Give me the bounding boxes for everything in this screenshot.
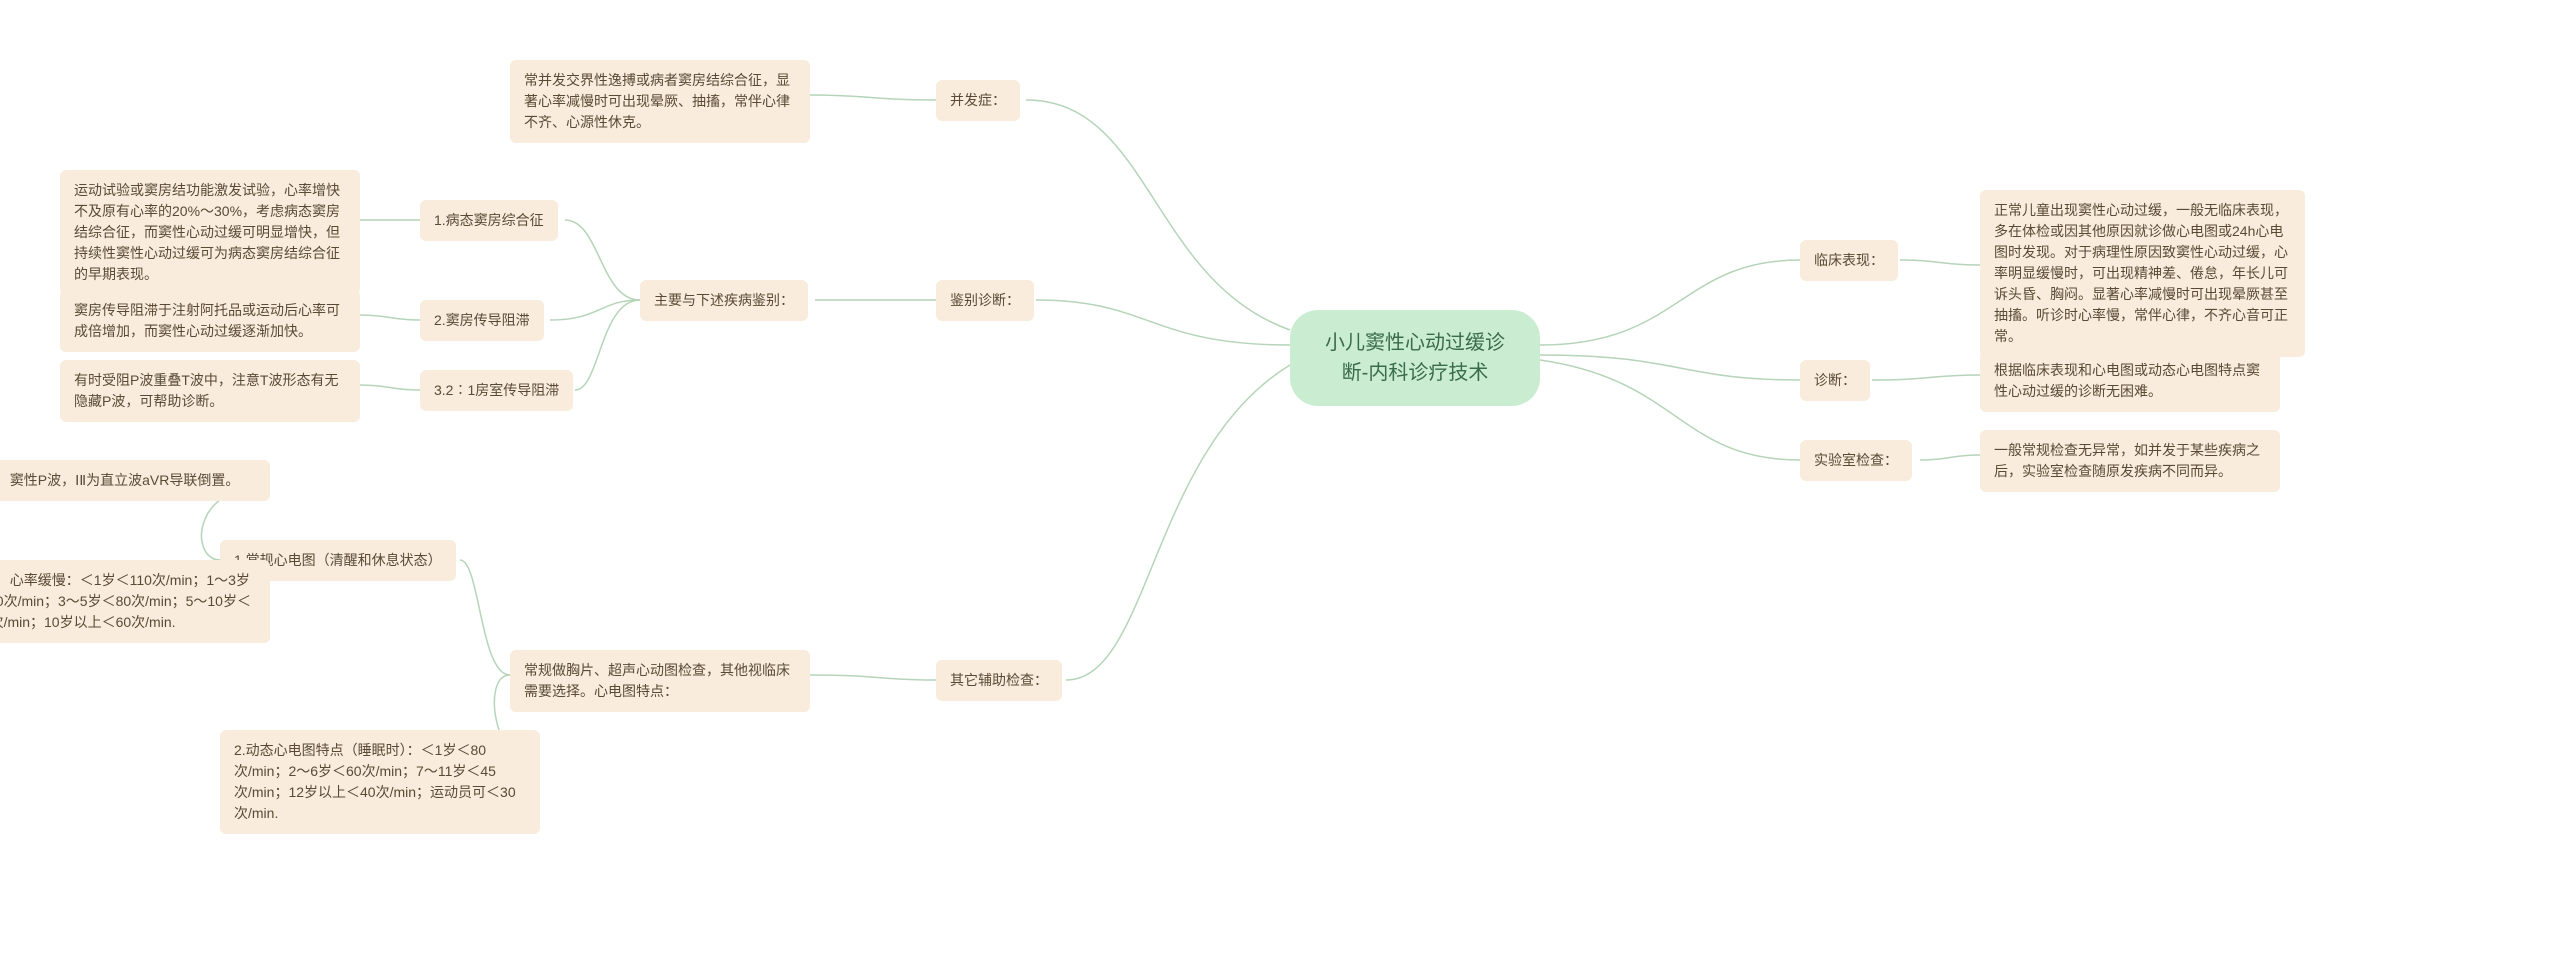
leaf-text: 正常儿童出现窦性心动过缓，一般无临床表现，多在体检或因其他原因就诊做心电图或24… — [1994, 202, 2288, 344]
branch-label: 3.2∶1房室传导阻滞 — [434, 382, 559, 398]
branch-label: 其它辅助检查： — [950, 672, 1048, 688]
branch-clinical: 临床表现： — [1800, 240, 1898, 281]
edge — [1872, 375, 1980, 380]
branch-other-exam: 其它辅助检查： — [936, 660, 1062, 701]
mindmap-root: 小儿窦性心动过缓诊断-内科诊疗技术 — [1290, 310, 1540, 406]
leaf-text: 常规做胸片、超声心动图检查，其他视临床需要选择。心电图特点： — [524, 662, 790, 699]
leaf-clinical-text: 正常儿童出现窦性心动过缓，一般无临床表现，多在体检或因其他原因就诊做心电图或24… — [1980, 190, 2305, 357]
leaf-diff2-text: 窦房传导阻滞于注射阿托品或运动后心率可成倍增加，而窦性心动过缓逐渐加快。 — [60, 290, 360, 352]
leaf-text: 常并发交界性逸搏或病者窦房结综合征，显著心率减慢时可出现晕厥、抽搐，常伴心律不齐… — [524, 72, 790, 130]
branch-label: 并发症： — [950, 92, 1006, 108]
leaf-text: 一般常规检查无异常，如并发于某些疾病之后，实验室检查随原发疾病不同而异。 — [1994, 442, 2260, 479]
leaf-text: 根据临床表现和心电图或动态心电图特点窦性心动过缓的诊断无困难。 — [1994, 362, 2260, 399]
leaf-ecg-r1: （1）窦性P波，ⅠⅡ为直立波aVR导联倒置。 — [0, 460, 270, 501]
branch-diff1: 1.病态窦房综合征 — [420, 200, 558, 241]
leaf-ecg-r2: （2）心率缓慢：＜1岁＜110次/min；1～3岁＜90次/min；3～5岁＜8… — [0, 560, 270, 643]
leaf-complication-text: 常并发交界性逸搏或病者窦房结综合征，显著心率减慢时可出现晕厥、抽搐，常伴心律不齐… — [510, 60, 810, 143]
leaf-text: （1）窦性P波，ⅠⅡ为直立波aVR导联倒置。 — [0, 472, 239, 488]
edge — [550, 300, 640, 320]
edge — [1540, 260, 1800, 345]
leaf-text: 2.动态心电图特点（睡眠时）：＜1岁＜80次/min；2～6岁＜60次/min；… — [234, 742, 516, 821]
leaf-ecg-dynamic: 2.动态心电图特点（睡眠时）：＜1岁＜80次/min；2～6岁＜60次/min；… — [220, 730, 540, 834]
leaf-text: 窦房传导阻滞于注射阿托品或运动后心率可成倍增加，而窦性心动过缓逐渐加快。 — [74, 302, 340, 339]
edge — [1920, 455, 1980, 460]
edge — [575, 300, 640, 390]
leaf-text: 运动试验或窦房结功能激发试验，心率增快不及原有心率的20%～30%，考虑病态窦房… — [74, 182, 340, 282]
root-label: 小儿窦性心动过缓诊断-内科诊疗技术 — [1325, 332, 1505, 384]
branch-lab: 实验室检查： — [1800, 440, 1912, 481]
leaf-lab-text: 一般常规检查无异常，如并发于某些疾病之后，实验室检查随原发疾病不同而异。 — [1980, 430, 2280, 492]
leaf-diff1-text: 运动试验或窦房结功能激发试验，心率增快不及原有心率的20%～30%，考虑病态窦房… — [60, 170, 360, 295]
branch-label: 临床表现： — [1814, 252, 1884, 268]
edge — [1540, 355, 1800, 380]
leaf-text: （2）心率缓慢：＜1岁＜110次/min；1～3岁＜90次/min；3～5岁＜8… — [0, 572, 251, 630]
branch-diagnosis: 诊断： — [1800, 360, 1870, 401]
branch-diff-group: 主要与下述疾病鉴别： — [640, 280, 808, 321]
leaf-other-exam-text: 常规做胸片、超声心动图检查，其他视临床需要选择。心电图特点： — [510, 650, 810, 712]
edge — [1900, 260, 1980, 265]
leaf-diagnosis-text: 根据临床表现和心电图或动态心电图特点窦性心动过缓的诊断无困难。 — [1980, 350, 2280, 412]
edge — [1540, 360, 1800, 460]
edge — [1066, 365, 1290, 680]
branch-label: 诊断： — [1814, 372, 1856, 388]
edge — [810, 675, 936, 680]
branch-label: 鉴别诊断： — [950, 292, 1020, 308]
edge — [565, 220, 640, 300]
leaf-diff3-text: 有时受阻P波重叠T波中，注意T波形态有无隐藏P波，可帮助诊断。 — [60, 360, 360, 422]
edge — [810, 95, 936, 100]
edge — [1026, 100, 1290, 330]
branch-diff3: 3.2∶1房室传导阻滞 — [420, 370, 573, 411]
edge — [1036, 300, 1290, 345]
branch-label: 1.病态窦房综合征 — [434, 212, 544, 228]
edge — [360, 315, 420, 320]
leaf-text: 有时受阻P波重叠T波中，注意T波形态有无隐藏P波，可帮助诊断。 — [74, 372, 338, 409]
branch-diff2: 2.窦房传导阻滞 — [420, 300, 544, 341]
branch-complication: 并发症： — [936, 80, 1020, 121]
branch-diff-diagnosis: 鉴别诊断： — [936, 280, 1034, 321]
branch-label: 主要与下述疾病鉴别： — [654, 292, 794, 308]
branch-label: 2.窦房传导阻滞 — [434, 312, 530, 328]
edge — [360, 385, 420, 390]
branch-label: 实验室检查： — [1814, 452, 1898, 468]
edge — [460, 560, 510, 675]
